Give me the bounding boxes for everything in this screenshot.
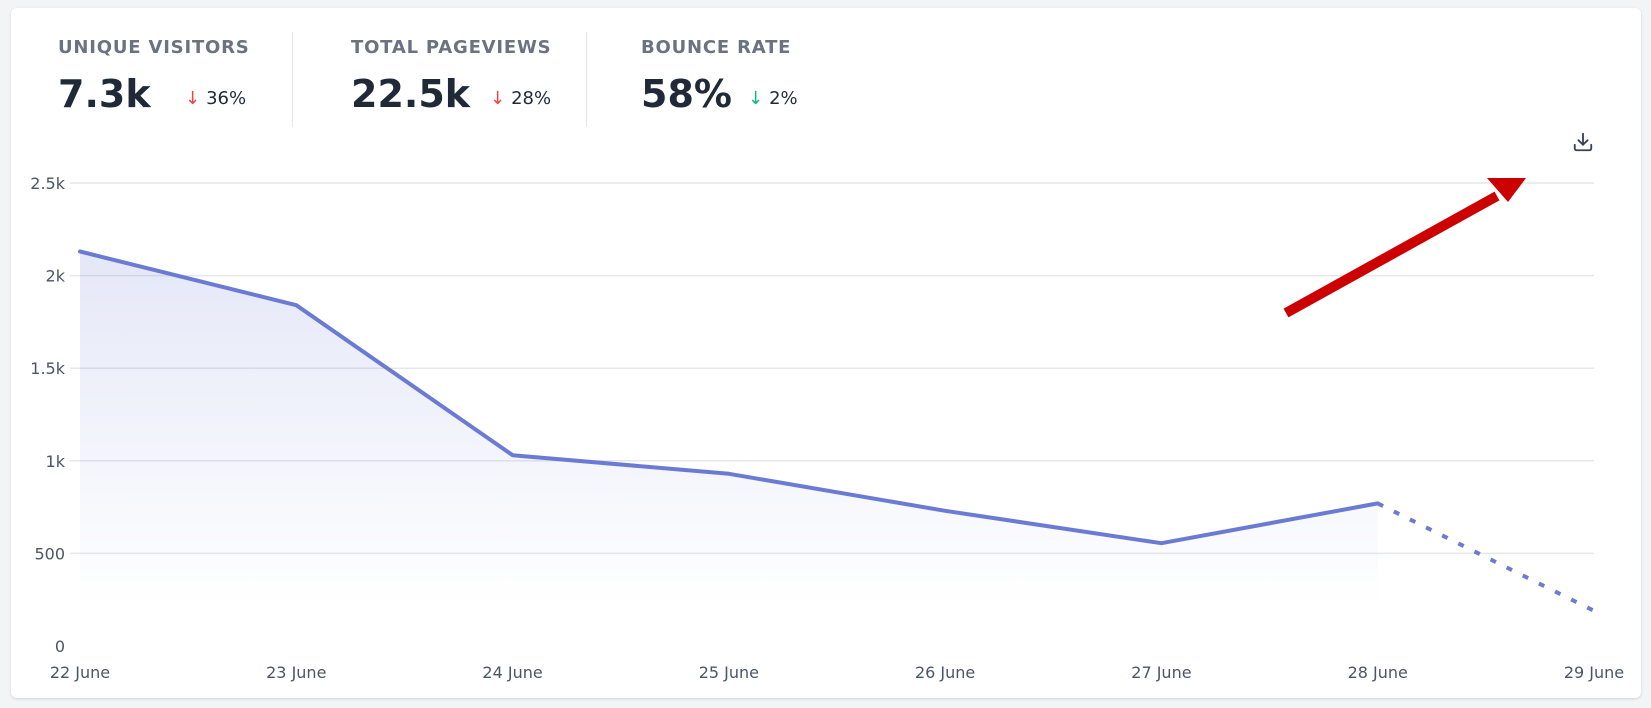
series-line [78, 249, 1380, 546]
y-tick-label: 1.5k [30, 359, 65, 378]
stat-change: ↓ 28% [490, 88, 551, 109]
stat-change: ↓ 36% [185, 88, 246, 109]
stat-change-value: 28% [511, 88, 552, 109]
x-tick-label: 22 June [50, 663, 110, 682]
x-tick-label: 26 June [915, 663, 975, 682]
arrow-down-icon: ↓ [748, 88, 764, 109]
x-tick-label: 23 June [266, 663, 326, 682]
stat-label: BOUNCE RATE [641, 37, 792, 58]
red-arrow-annotation [1283, 178, 1526, 318]
x-tick-label: 25 June [699, 663, 759, 682]
series-line-incomplete [1376, 501, 1595, 613]
stat-value: 22.5k [351, 72, 471, 116]
y-axis: 0 500 1k 1.5k 2k 2.5k [30, 174, 65, 656]
x-axis: 22 June 23 June 24 June 25 June 26 June 27 Ju… [50, 663, 1624, 682]
stat-total-pageviews[interactable]: TOTAL PAGEVIEWS 22.5k ↓ 28% [301, 8, 595, 132]
arrow-down-icon: ↓ [185, 88, 201, 109]
stat-divider [586, 32, 587, 127]
y-tick-label: 2.5k [30, 174, 65, 193]
y-tick-label: 500 [34, 544, 65, 563]
stat-label: UNIQUE VISITORS [58, 37, 250, 58]
y-tick-label: 2k [46, 267, 66, 286]
download-icon [1573, 132, 1593, 152]
stat-unique-visitors[interactable]: UNIQUE VISITORS 7.3k ↓ 36% [11, 8, 301, 132]
arrow-down-icon: ↓ [490, 88, 506, 109]
stat-change-value: 2% [769, 88, 798, 109]
top-stats: UNIQUE VISITORS 7.3k ↓ 36% TOTAL PAGEVIEW… [11, 8, 895, 132]
x-tick-label: 28 June [1348, 663, 1408, 682]
download-button[interactable] [1569, 128, 1597, 156]
x-tick-label: 29 June [1564, 663, 1624, 682]
x-tick-label: 24 June [482, 663, 542, 682]
x-tick-label: 27 June [1131, 663, 1191, 682]
y-tick-label: 1k [46, 452, 66, 471]
stat-bounce-rate[interactable]: BOUNCE RATE 58% ↓ 2% [595, 8, 895, 132]
stat-change: ↓ 2% [748, 88, 798, 109]
stat-label: TOTAL PAGEVIEWS [351, 37, 552, 58]
stat-divider [292, 32, 293, 127]
series-area [80, 251, 1378, 606]
stat-change-value: 36% [206, 88, 247, 109]
stat-value: 7.3k [58, 72, 151, 116]
stat-value: 58% [641, 72, 732, 116]
y-tick-label: 0 [55, 637, 65, 656]
